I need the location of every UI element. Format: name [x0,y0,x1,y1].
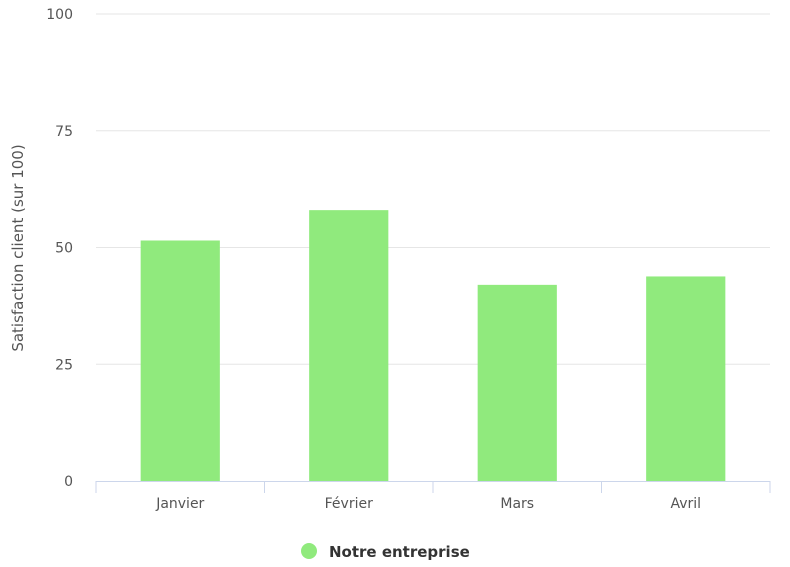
bar-mars[interactable] [477,284,557,481]
legend[interactable]: Notre entreprise [301,543,470,561]
x-axis: Janvier Février Mars Avril [95,481,771,512]
bars [140,210,726,481]
bar-avril[interactable] [646,276,726,481]
legend-swatch-notre-entreprise [301,543,317,559]
y-tick-label: 0 [64,474,73,490]
legend-label-notre-entreprise: Notre entreprise [329,543,470,561]
y-axis-ticks: 0 25 50 75 100 [46,7,73,490]
y-tick-label: 75 [55,124,73,140]
y-tick-label: 25 [55,357,73,373]
x-tick-label: Mars [500,496,534,512]
x-tick-label: Février [325,496,373,512]
bar-février[interactable] [309,210,389,481]
y-axis-title: Satisfaction client (sur 100) [9,144,27,351]
y-tick-label: 50 [55,241,73,257]
y-tick-label: 100 [46,7,73,23]
x-tick-label: Janvier [155,496,204,512]
x-tick-label: Avril [670,496,701,512]
bar-janvier[interactable] [140,240,220,481]
